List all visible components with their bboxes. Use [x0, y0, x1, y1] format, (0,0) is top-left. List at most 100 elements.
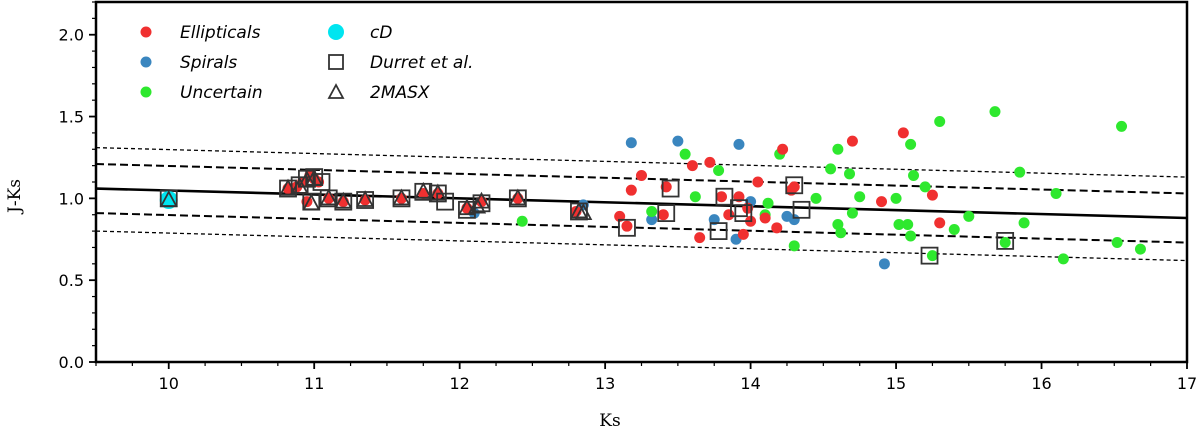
point-ellipticals — [934, 217, 946, 229]
point-2masx — [457, 198, 476, 216]
point-uncertain — [825, 163, 837, 175]
tick-labels: 10 11 12 13 14 15 16 17 0.0 0.5 1.0 1.5 2.0 — [59, 26, 1198, 393]
point-ellipticals — [704, 156, 716, 168]
point-2masx — [302, 193, 321, 211]
data-points — [159, 106, 1146, 270]
point-2masx — [428, 183, 447, 201]
point-uncertain — [905, 138, 917, 150]
point-ellipticals — [636, 169, 647, 181]
point-uncertain — [926, 250, 938, 262]
legend-label-2masx: 2MASX — [370, 83, 430, 103]
point-spirals — [672, 135, 684, 147]
point-spirals — [646, 214, 658, 226]
point-durret-et-al — [709, 222, 728, 240]
point-ellipticals — [846, 135, 858, 147]
point-uncertain — [1111, 237, 1123, 249]
point-uncertain — [1014, 166, 1026, 178]
point-durret-et-al — [792, 200, 811, 219]
point-2masx — [334, 191, 353, 209]
point-2masx — [574, 203, 593, 220]
y-tick-label: 1.0 — [59, 189, 84, 208]
legend-label-durret-et-al: Durret et al. — [370, 53, 473, 73]
x-tick-label: 11 — [304, 374, 324, 393]
point-ellipticals — [876, 196, 888, 208]
point-ellipticals — [926, 189, 938, 201]
point-uncertain — [989, 106, 1001, 118]
point-ellipticals — [723, 209, 735, 221]
point-ellipticals — [716, 191, 728, 203]
point-ellipticals — [686, 160, 698, 172]
y-tick-label: 0.0 — [59, 353, 84, 372]
point-uncertain — [1050, 187, 1062, 199]
point-2masx — [414, 181, 433, 199]
point-2masx — [319, 188, 338, 206]
point-uncertain — [890, 192, 902, 204]
point-uncertain — [854, 191, 866, 203]
x-tick-label: 14 — [740, 374, 760, 393]
point-2masx — [472, 191, 491, 209]
point-uncertain — [948, 223, 960, 235]
legend-label-ellipticals: Ellipticals — [180, 23, 261, 43]
point-2masx — [508, 188, 527, 206]
x-tick-label: 15 — [886, 374, 906, 393]
point-durret-et-al — [730, 199, 748, 218]
point-durret-et-al — [618, 218, 636, 237]
legend-marker-spirals — [140, 56, 152, 68]
point-ellipticals — [694, 232, 706, 244]
point-2masx — [569, 201, 588, 219]
point-uncertain — [934, 115, 946, 127]
point-spirals — [788, 214, 800, 226]
point-durret-et-al — [996, 232, 1015, 250]
legend-marker-ellipticals — [140, 26, 152, 38]
point-ellipticals — [625, 184, 637, 196]
point-ellipticals — [621, 220, 633, 232]
point-uncertain — [893, 219, 905, 231]
y-tick-label: 2.0 — [59, 26, 84, 45]
legend: Ellipticals Spirals Uncertain cD Durret et a… — [140, 23, 473, 103]
x-tick-label: 17 — [1177, 374, 1197, 393]
line-dashed-2 — [95, 212, 1188, 244]
point-ellipticals — [759, 212, 771, 224]
point-durret-et-al — [920, 246, 939, 265]
point-spirals — [733, 138, 745, 150]
point-uncertain — [832, 143, 844, 155]
point-uncertain — [788, 240, 800, 252]
y-tick-label: 0.5 — [59, 271, 84, 290]
point-2masx — [305, 168, 324, 186]
legend-marker-uncertain — [140, 86, 152, 98]
x-axis-label: Ks — [599, 411, 620, 431]
point-uncertain — [689, 191, 701, 203]
point-ellipticals — [771, 222, 783, 234]
point-uncertain — [713, 165, 725, 177]
axis-ticks — [89, 1, 1188, 369]
point-uncertain — [679, 148, 691, 160]
point-uncertain — [810, 192, 822, 204]
point-2masx — [279, 178, 298, 196]
point-uncertain — [762, 197, 774, 209]
point-uncertain — [1116, 120, 1128, 132]
point-uncertain — [905, 230, 917, 242]
point-spirals — [878, 258, 890, 270]
point-durret-et-al — [436, 192, 455, 211]
line-solid-0 — [95, 187, 1188, 220]
point-ellipticals — [777, 143, 789, 155]
point-spirals — [625, 137, 637, 149]
point-2masx — [159, 190, 178, 207]
point-uncertain — [963, 210, 975, 222]
point-uncertain — [1018, 217, 1030, 229]
point-uncertain — [835, 227, 847, 239]
point-2masx — [392, 188, 411, 206]
point-durret-et-al — [657, 204, 676, 222]
point-durret-et-al — [661, 179, 680, 198]
point-uncertain — [1134, 243, 1146, 255]
plot-frame — [94, 0, 1189, 364]
point-ellipticals — [788, 181, 800, 193]
point-uncertain — [999, 237, 1011, 249]
legend-marker-durret-et-al — [328, 54, 344, 70]
point-ellipticals — [657, 209, 669, 221]
y-axis-label: J-Ks — [5, 179, 25, 215]
point-durret-et-al — [715, 187, 734, 206]
point-ellipticals — [737, 228, 749, 240]
point-uncertain — [902, 219, 914, 231]
point-durret-et-al — [734, 204, 753, 222]
